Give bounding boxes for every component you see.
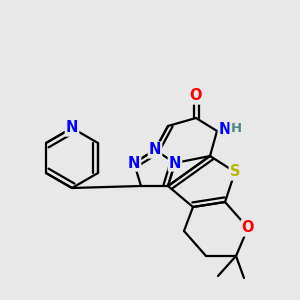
Text: N: N [219, 122, 231, 136]
Text: N: N [128, 155, 140, 170]
Text: O: O [190, 88, 202, 104]
Text: N: N [66, 121, 78, 136]
Text: O: O [242, 220, 254, 236]
Text: N: N [169, 155, 181, 170]
Text: H: H [230, 122, 242, 136]
Text: S: S [230, 164, 240, 179]
Text: N: N [149, 142, 161, 158]
